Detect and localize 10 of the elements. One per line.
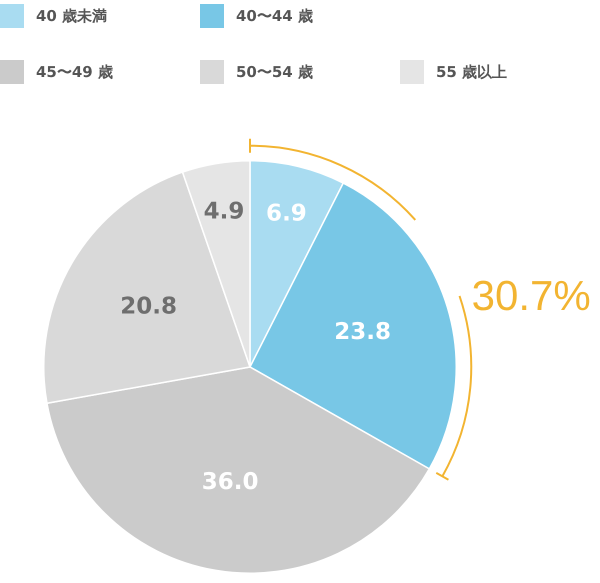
text: 30.7% — [472, 272, 591, 320]
data-label: 4.9 — [204, 198, 244, 224]
legend-label: 40 歳未満 — [36, 6, 108, 26]
legend-label: 50〜54 歳 — [236, 62, 313, 82]
legend-label: 55 歳以上 — [436, 62, 508, 82]
data-label: 23.8 — [334, 319, 391, 346]
data-label: 20.8 — [120, 293, 177, 320]
legend-label: 45〜49 歳 — [36, 62, 113, 82]
data-label: 6.9 — [266, 200, 307, 227]
legend-label: 40〜44 歳 — [236, 6, 313, 26]
